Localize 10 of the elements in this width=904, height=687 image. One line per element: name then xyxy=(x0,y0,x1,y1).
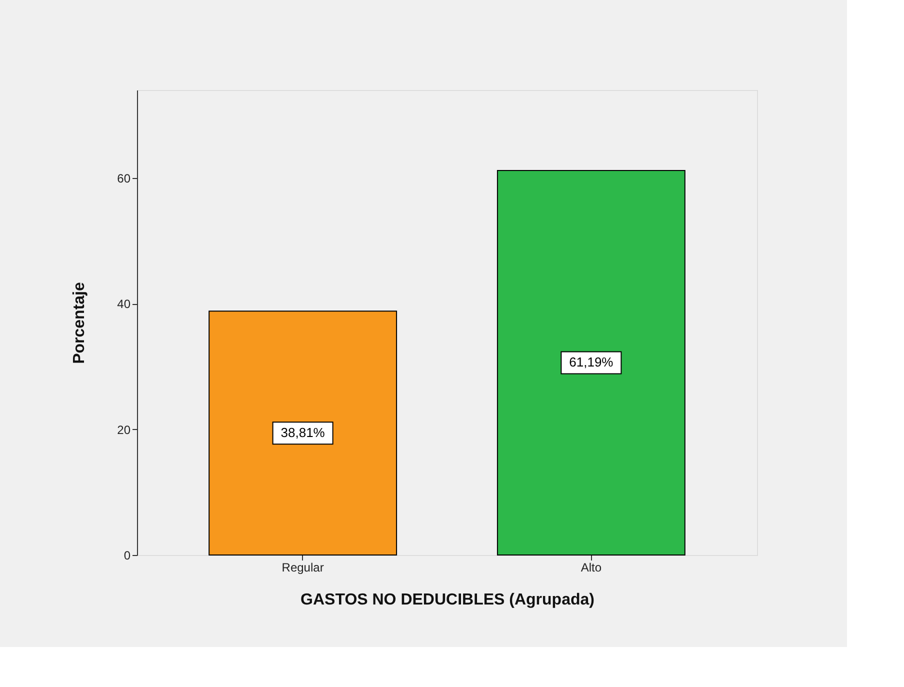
x-axis-title: GASTOS NO DEDUCIBLES (Agrupada) xyxy=(300,592,594,608)
y-tick-label: 40 xyxy=(117,297,131,312)
x-tick-label: Alto xyxy=(580,560,602,574)
y-tick-label: 60 xyxy=(117,171,131,186)
y-axis-title: Porcentaje xyxy=(71,282,88,364)
data-label: 38,81% xyxy=(280,425,326,440)
y-tick-label: 0 xyxy=(124,548,131,562)
y-tick-label: 20 xyxy=(117,422,131,437)
data-label: 61,19% xyxy=(569,354,614,370)
x-tick-label: Regular xyxy=(282,560,324,574)
